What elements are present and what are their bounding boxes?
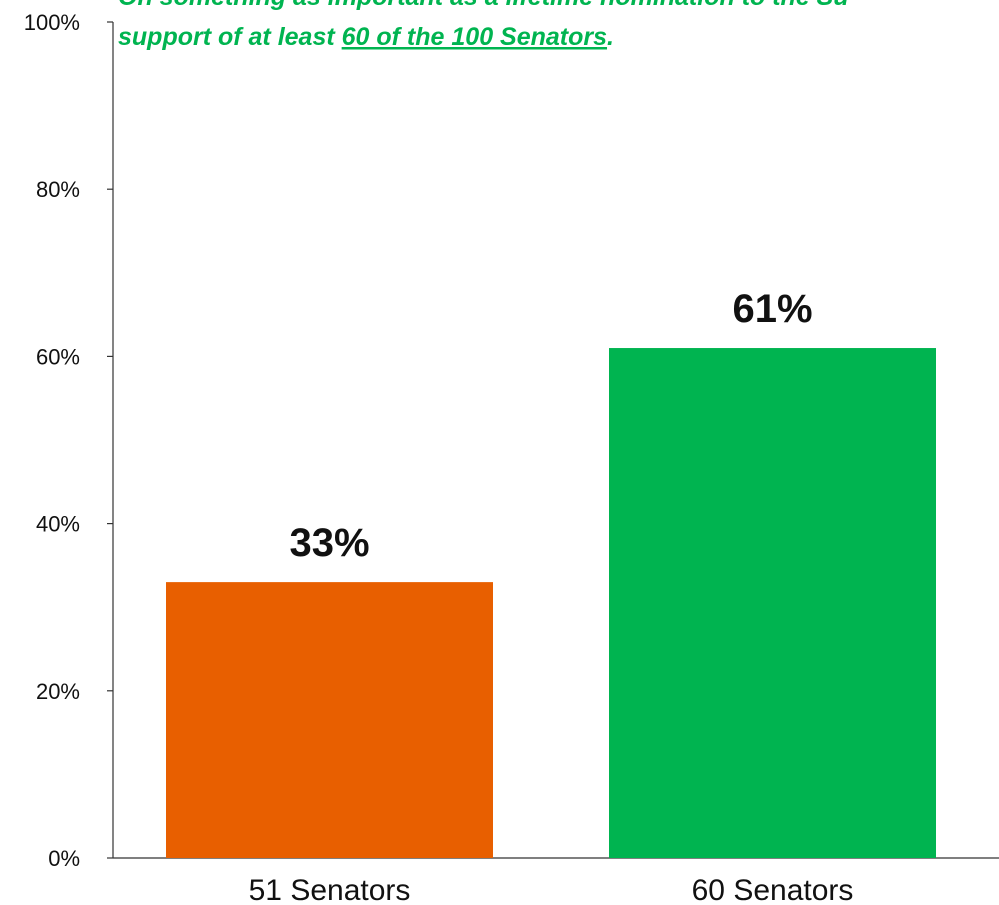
annotation-line-2-prefix: support of at least: [118, 23, 342, 51]
annotation-text: On something as important as a lifetime …: [118, 0, 849, 51]
annotation-line-2-underlined: 60 of the 100 Senators: [342, 23, 607, 51]
y-tick-label: 60%: [36, 344, 80, 369]
value-labels: 33% 61%: [289, 287, 812, 565]
annotation-line-2-suffix: .: [607, 23, 614, 51]
y-tick-label: 0%: [48, 846, 80, 871]
category-label: 60 Senators: [692, 874, 854, 905]
category-label: 51 Senators: [249, 874, 411, 905]
bar-value-label: 33%: [289, 521, 369, 565]
category-labels: 51 Senators 60 Senators: [249, 874, 854, 905]
y-tick-label: 20%: [36, 679, 80, 704]
bars: [166, 348, 936, 858]
bar: [609, 348, 936, 858]
y-axis-ticks: 0% 20% 40% 60% 80% 100%: [24, 10, 113, 871]
y-tick-label: 100%: [24, 10, 80, 35]
bar-value-label: 61%: [732, 287, 812, 331]
bar: [166, 582, 493, 858]
y-tick-label: 40%: [36, 512, 80, 537]
annotation-line-2: support of at least 60 of the 100 Senato…: [118, 23, 614, 51]
y-tick-label: 80%: [36, 177, 80, 202]
annotation-line-1: On something as important as a lifetime …: [118, 0, 849, 11]
